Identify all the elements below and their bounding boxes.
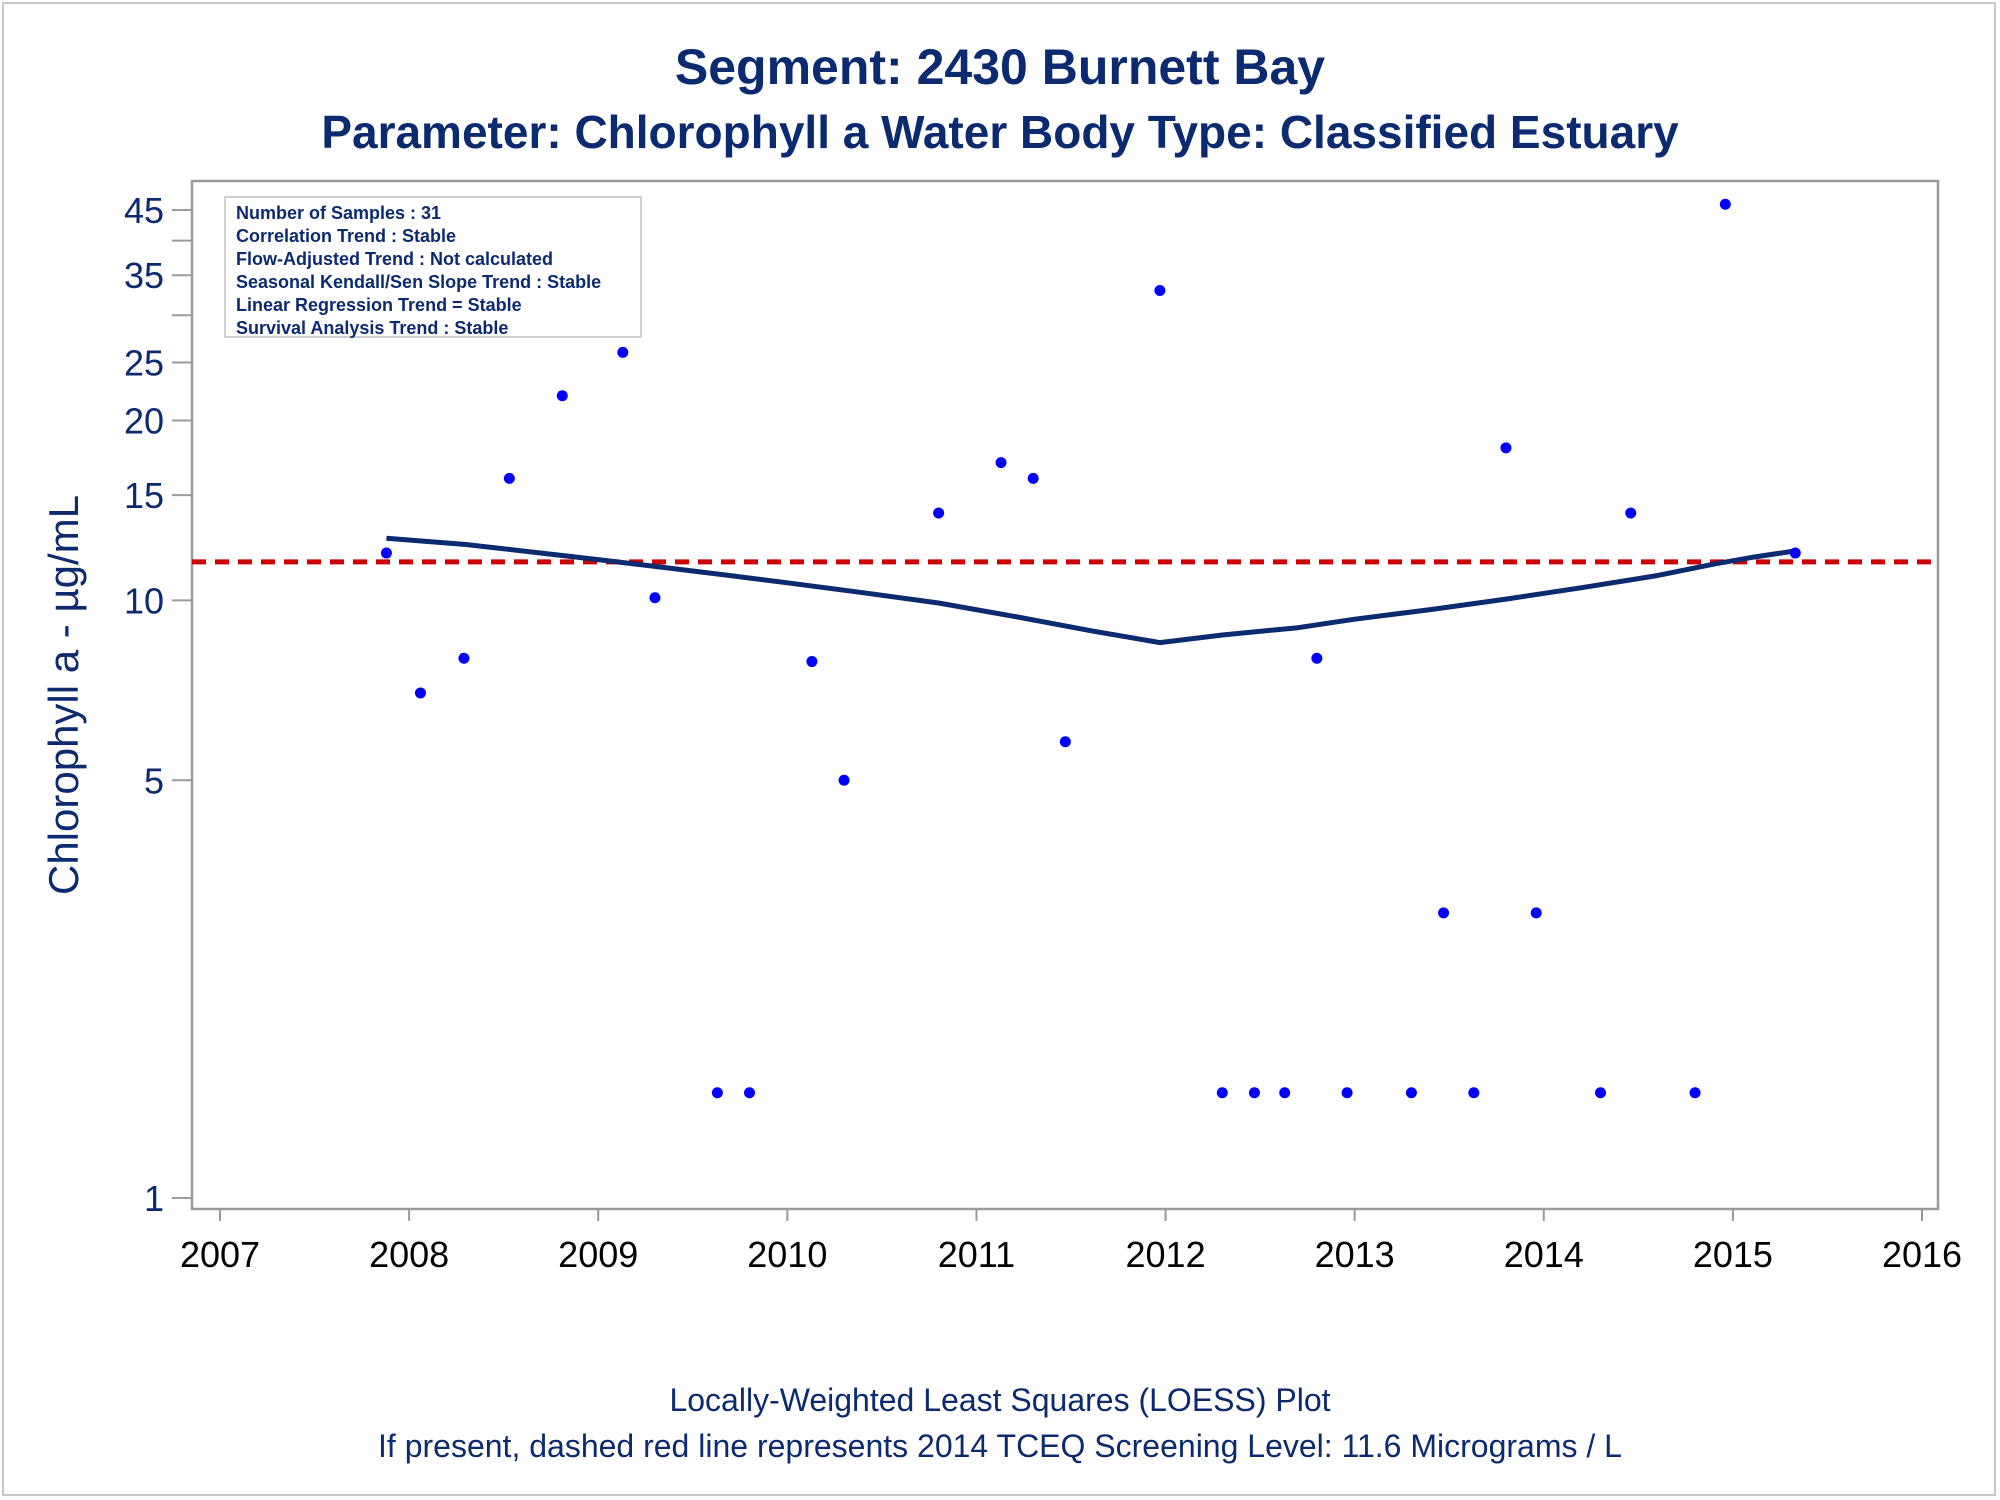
stats-line-flow-adjusted: Flow-Adjusted Trend : Not calculated [236,249,554,269]
x-tick-label: 2015 [1693,1234,1773,1275]
data-point [1468,1087,1480,1099]
chart-title: Segment: 2430 Burnett Bay [674,39,1326,95]
data-point [1789,547,1801,559]
data-point [1689,1087,1701,1099]
y-tick-label: 1 [144,1178,164,1219]
chart-subtitle: Parameter: Chlorophyll a Water Body Type… [321,106,1679,158]
x-tick-label: 2016 [1882,1234,1962,1275]
data-point [1341,1087,1353,1099]
x-tick-label: 2010 [747,1234,827,1275]
y-axis-label: Chlorophyll a - µg/mL [40,494,87,896]
data-point [995,457,1007,469]
stats-line-survival: Survival Analysis Trend : Stable [236,318,509,338]
stats-line-correlation: Correlation Trend : Stable [236,226,457,246]
stats-line-samples: Number of Samples : 31 [236,203,442,223]
data-point [1154,284,1166,296]
data-point [1248,1087,1260,1099]
data-point [1595,1087,1607,1099]
stats-line-linear-regression: Linear Regression Trend = Stable [236,295,522,315]
data-point [711,1087,723,1099]
y-tick-label: 10 [124,580,164,621]
data-point [1279,1087,1291,1099]
x-tick-label: 2009 [558,1234,638,1275]
data-point [933,507,945,519]
data-point [806,656,818,668]
data-point [556,390,568,402]
data-point [1500,442,1512,454]
footnote-screening: If present, dashed red line represents 2… [378,1428,1622,1464]
data-point [838,774,850,786]
data-point [1216,1087,1228,1099]
data-point [380,547,392,559]
data-point [503,472,515,484]
data-point [1059,736,1071,748]
stats-box: Number of Samples : 31 Correlation Trend… [224,196,642,338]
data-point [1625,507,1637,519]
x-tick-label: 2007 [180,1234,260,1275]
data-point [458,652,470,664]
data-point [617,346,629,358]
data-point [1405,1087,1417,1099]
x-tick-label: 2014 [1504,1234,1584,1275]
y-tick-label: 25 [124,343,164,384]
plot-area [190,179,1940,1211]
y-tick-label: 45 [124,190,164,231]
x-tick-label: 2013 [1315,1234,1395,1275]
stats-line-seasonal-kendall: Seasonal Kendall/Sen Slope Trend : Stabl… [236,272,602,292]
data-point [1530,907,1542,919]
data-point [1027,472,1039,484]
data-point [414,687,426,699]
x-tick-label: 2011 [938,1234,1015,1275]
data-point [649,592,661,604]
y-tick-label: 5 [144,760,164,801]
footnote-loess: Locally-Weighted Least Squares (LOESS) P… [669,1382,1331,1418]
data-point [1311,652,1323,664]
y-tick-label: 15 [124,475,164,516]
loess-line [386,535,1796,646]
x-tick-label: 2012 [1126,1234,1206,1275]
data-point [1438,907,1450,919]
y-tick-label: 20 [124,400,164,441]
y-tick-label: 35 [124,255,164,296]
x-tick-label: 2008 [369,1234,449,1275]
data-point [1719,198,1731,210]
data-point [744,1087,756,1099]
